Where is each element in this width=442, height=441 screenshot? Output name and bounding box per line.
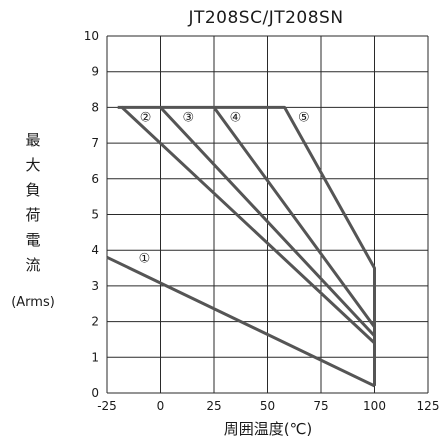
y-axis-ticks: 0 1 2 3 4 5 6 7 8 9 10 xyxy=(84,29,99,400)
plot-grid xyxy=(106,35,429,394)
series-line-5 xyxy=(214,105,376,386)
series-label-5: ⑤ xyxy=(298,110,310,125)
y-tick-label: 1 xyxy=(91,350,99,364)
y-label-char: 流 xyxy=(25,256,40,274)
y-tick-label: 9 xyxy=(91,65,99,79)
x-tick-label: -25 xyxy=(97,399,117,413)
y-tick-label: 4 xyxy=(91,243,99,257)
series-label-1: ① xyxy=(139,251,151,266)
x-tick-label: 25 xyxy=(206,399,221,413)
series-label-4: ④ xyxy=(230,110,242,125)
y-label-char: 電 xyxy=(25,231,40,249)
y-tick-label: 7 xyxy=(91,136,99,150)
y-tick-label: 0 xyxy=(91,386,99,400)
y-label-char: 最 xyxy=(25,131,40,149)
chart-title: JT208SC/JT208SN xyxy=(187,8,343,28)
y-label-unit: (Arms) xyxy=(11,295,55,310)
x-tick-label: 50 xyxy=(260,399,275,413)
y-tick-label: 8 xyxy=(91,100,99,114)
x-tick-label: 0 xyxy=(157,399,165,413)
series-line-1 xyxy=(106,255,376,388)
y-tick-label: 2 xyxy=(91,315,99,329)
y-tick-label: 10 xyxy=(84,29,99,43)
x-axis-ticks: -25 0 25 50 75 100 125 xyxy=(97,399,439,413)
y-label-char: 荷 xyxy=(25,206,40,224)
x-axis-label: 周囲温度(℃) xyxy=(224,420,313,438)
y-tick-label: 6 xyxy=(91,172,99,186)
series-label-2: ② xyxy=(140,110,152,125)
series-group: ① ② ③ ④ ⑤ xyxy=(106,105,376,388)
x-tick-label: 100 xyxy=(363,399,386,413)
x-tick-label: 75 xyxy=(313,399,328,413)
y-tick-label: 3 xyxy=(91,279,99,293)
x-tick-label: 125 xyxy=(417,399,440,413)
y-tick-label: 5 xyxy=(91,208,99,222)
y-label-char: 負 xyxy=(25,181,40,199)
y-label-char: 大 xyxy=(25,156,40,174)
series-label-3: ③ xyxy=(182,110,194,125)
